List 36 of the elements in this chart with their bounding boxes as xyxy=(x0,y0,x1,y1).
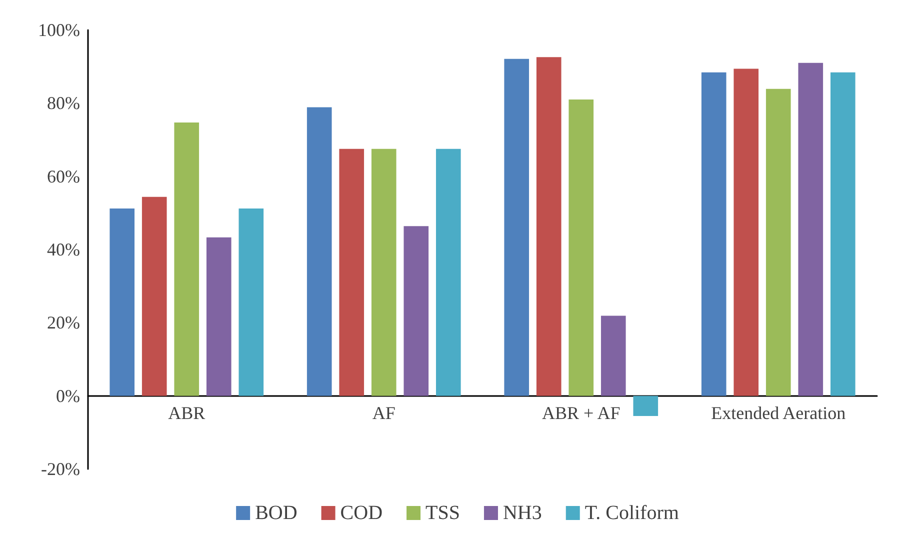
bar xyxy=(142,196,167,396)
bar xyxy=(436,148,461,396)
bar xyxy=(238,208,264,396)
bar xyxy=(536,57,562,396)
bar xyxy=(600,316,626,396)
bar xyxy=(734,68,759,396)
bar xyxy=(830,72,856,396)
bar xyxy=(404,226,429,396)
bar xyxy=(339,148,364,396)
bar xyxy=(633,396,658,416)
x-tick-label: ABR + AF xyxy=(542,402,620,423)
legend-label: BOD xyxy=(255,502,298,524)
legend-label: COD xyxy=(340,502,383,524)
x-tick-label: ABR xyxy=(168,402,206,423)
bar xyxy=(504,58,530,396)
y-tick-label: 20% xyxy=(47,312,80,333)
bar xyxy=(306,107,332,396)
bar xyxy=(206,237,232,396)
y-tick-label: -20% xyxy=(41,459,80,479)
legend-label: NH3 xyxy=(502,502,542,524)
y-tick-label: 0% xyxy=(56,386,80,406)
bar xyxy=(371,148,396,396)
bar xyxy=(701,72,726,396)
x-tick-label: AF xyxy=(372,402,396,423)
y-tick-label: 40% xyxy=(47,240,80,260)
bar xyxy=(766,88,791,396)
bar xyxy=(174,122,200,396)
legend-label: T. Coliform xyxy=(584,502,680,524)
legend-label: TSS xyxy=(426,502,460,524)
y-tick-label: 60% xyxy=(47,166,80,186)
bar xyxy=(110,208,135,396)
bar xyxy=(798,62,824,396)
y-tick-label: 100% xyxy=(38,20,80,40)
bar xyxy=(568,100,594,396)
x-tick-label: Extended Aeration xyxy=(711,402,846,423)
y-tick-label: 80% xyxy=(47,93,80,114)
